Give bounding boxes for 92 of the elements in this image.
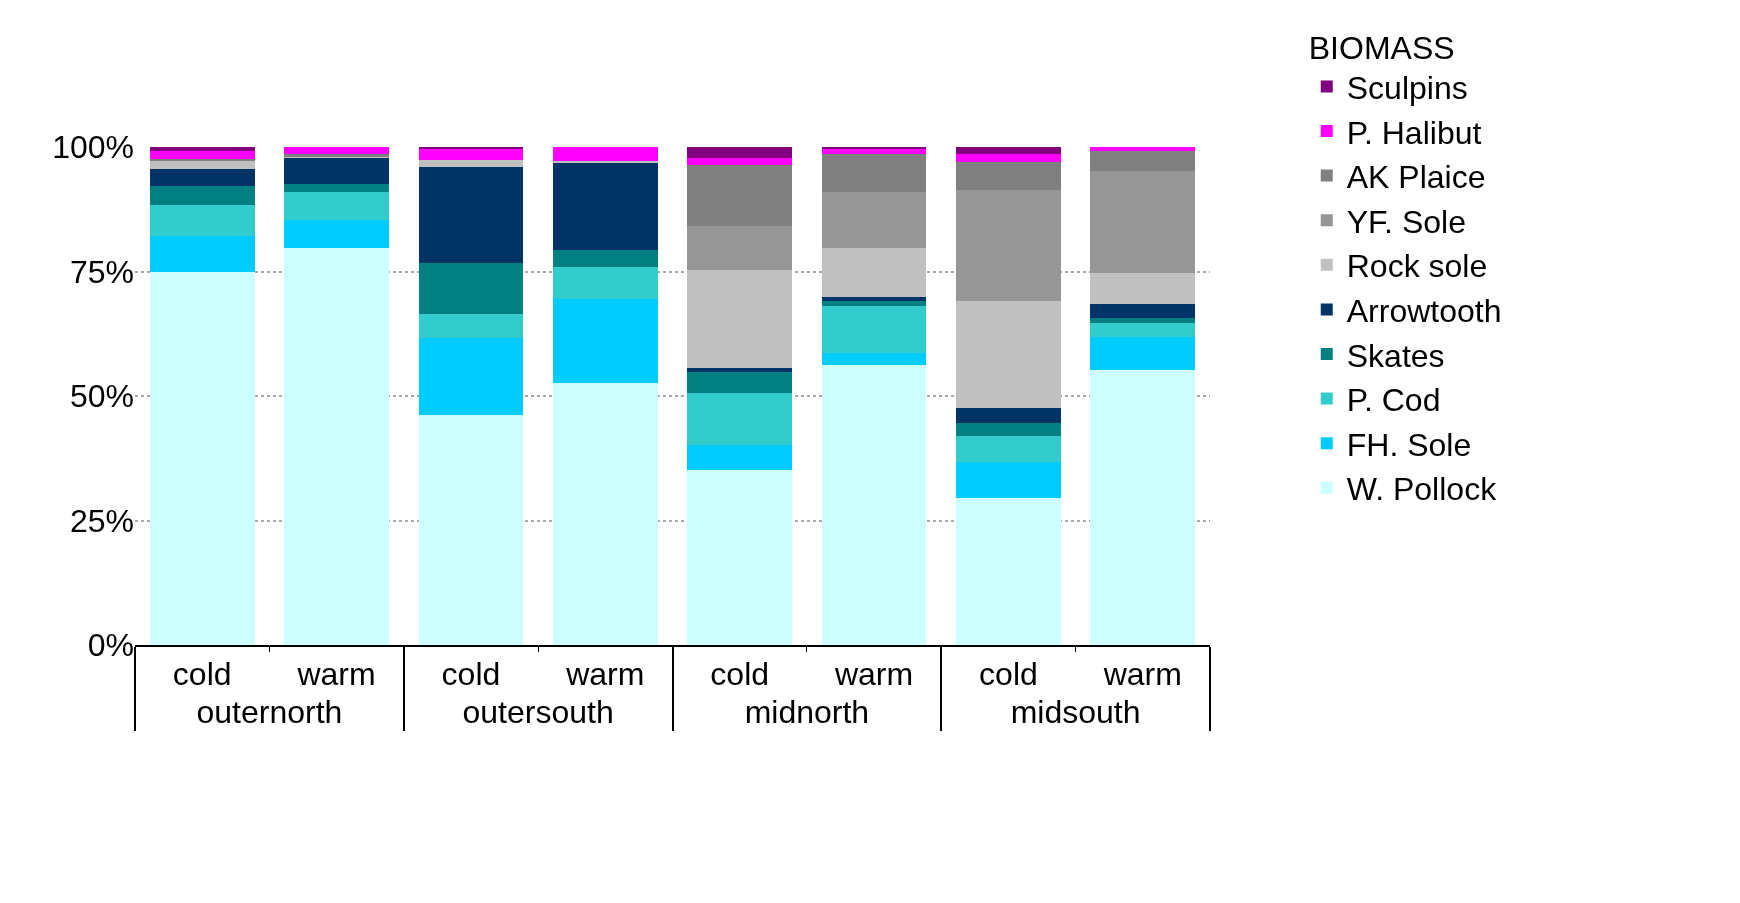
x-tick-label: cold (979, 656, 1038, 693)
bar (956, 300, 1061, 409)
bar (821, 352, 927, 366)
legend-label: Arrowtooth (1346, 292, 1502, 329)
bar (149, 235, 255, 272)
bar (1090, 170, 1196, 273)
text: midnorth (744, 694, 870, 731)
bar (149, 160, 255, 169)
bar (687, 393, 793, 445)
legend-label: W. Pollock (1346, 471, 1498, 508)
bar (149, 168, 255, 186)
bar (687, 269, 793, 368)
bar (284, 147, 389, 155)
bar (956, 154, 1061, 162)
bar (418, 160, 524, 167)
bar (418, 414, 524, 645)
text: midsouth (1010, 694, 1141, 731)
bar (687, 226, 793, 270)
bar (418, 338, 524, 415)
bar (1090, 369, 1196, 645)
bar (956, 189, 1061, 301)
bar (956, 147, 1061, 155)
bar (821, 154, 927, 192)
bar (821, 149, 927, 155)
legend-label: Rock sole (1346, 248, 1488, 285)
bar (687, 147, 793, 158)
legend-label: Skates (1346, 337, 1445, 374)
bar (956, 422, 1061, 437)
y-tick-label: 25% (69, 502, 134, 539)
bar (284, 248, 389, 645)
y-tick-label: 0% (87, 627, 134, 664)
bar (956, 497, 1061, 645)
bar (821, 296, 927, 301)
legend-label: Sculpins (1346, 69, 1468, 106)
bar (956, 461, 1061, 498)
bar (956, 161, 1061, 190)
bar (284, 157, 389, 184)
bar (821, 305, 927, 353)
bar (552, 267, 658, 300)
y-tick-label: 50% (69, 378, 134, 415)
bar (149, 271, 255, 645)
x-tick-label: warm (565, 656, 645, 693)
x-tick-label: warm (833, 656, 914, 693)
y-tick-label: 75% (69, 253, 134, 290)
legend-label: FH. Sole (1346, 426, 1472, 463)
bar (552, 249, 658, 268)
bar (687, 371, 793, 394)
bar (552, 299, 658, 383)
x-tick-label: warm (296, 656, 376, 693)
bar (687, 165, 793, 227)
bar (552, 147, 658, 161)
bar (687, 444, 793, 470)
bar (418, 149, 524, 161)
bar (687, 157, 793, 166)
bar (1090, 322, 1196, 338)
bar (687, 367, 793, 372)
legend-label: P. Cod (1346, 382, 1441, 419)
bar (1090, 318, 1196, 323)
bar (284, 220, 389, 249)
bar (552, 160, 658, 163)
bar (1090, 272, 1196, 304)
legend-label: YF. Sole (1346, 203, 1466, 240)
bar (687, 469, 793, 645)
bar (821, 248, 927, 297)
y-tick-label: 100% (52, 129, 134, 166)
text: outernorth (196, 694, 343, 731)
bar (284, 191, 389, 221)
bar (1090, 151, 1196, 171)
bar (149, 205, 255, 236)
bar (1090, 337, 1196, 370)
bar (418, 313, 524, 339)
legend-label: P. Halibut (1346, 114, 1482, 151)
bar (956, 436, 1061, 462)
bar (552, 162, 658, 250)
bar (418, 166, 524, 263)
bar (1090, 303, 1196, 319)
bar (149, 185, 255, 206)
bar (418, 262, 524, 314)
bar (149, 151, 255, 160)
text: outersouth (462, 694, 614, 731)
bar (821, 365, 927, 645)
bar (956, 408, 1061, 423)
bar (821, 191, 927, 249)
x-tick-label: cold (172, 656, 232, 693)
legend-title: BIOMASS (1308, 30, 1455, 67)
x-tick-label: cold (710, 656, 770, 693)
bar (821, 300, 927, 306)
x-tick-label: warm (1102, 656, 1182, 693)
bar (552, 382, 658, 645)
legend-label: AK Plaice (1346, 159, 1486, 196)
bar (284, 183, 389, 192)
x-tick-label: cold (441, 656, 501, 693)
